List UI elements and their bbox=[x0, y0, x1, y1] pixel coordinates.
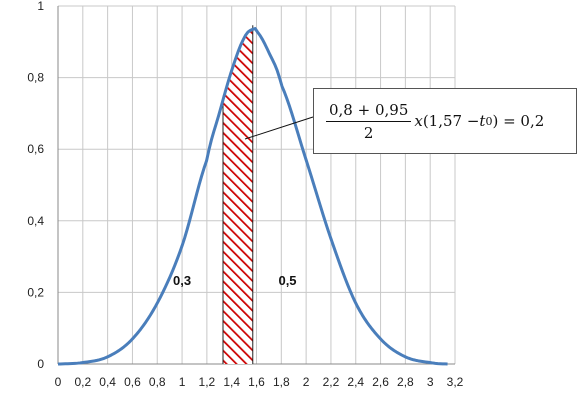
grid bbox=[57, 5, 456, 365]
formula-t: t bbox=[479, 112, 486, 130]
formula-x: x bbox=[414, 112, 423, 130]
x-tick-label: 3,2 bbox=[447, 375, 464, 389]
curve bbox=[57, 27, 448, 366]
x-tick-label: 1 bbox=[179, 375, 186, 389]
y-tick-label: 1 bbox=[37, 0, 44, 13]
y-tick-label: 0,2 bbox=[27, 285, 44, 299]
tick-labels: 0 0,2 0,4 0,6 0,8 1 1,2 1,4 1,6 1,8 2 2,2 2,4 2,6 2,8 3… bbox=[27, 0, 463, 389]
x-tick-label: 0 bbox=[55, 375, 62, 389]
formula-numerator: 0,8 + 0,95 bbox=[326, 101, 412, 122]
formula-denominator: 2 bbox=[363, 123, 374, 142]
x-tick-label: 2,8 bbox=[397, 375, 414, 389]
formula-paren-right: ) = 0,2 bbox=[492, 112, 545, 130]
y-tick-label: 0,4 bbox=[27, 214, 44, 228]
x-tick-label: 0,4 bbox=[99, 375, 116, 389]
x-tick-label: 1,6 bbox=[248, 375, 265, 389]
formula-subscript: 0 bbox=[485, 114, 493, 128]
x-tick-label: 1,8 bbox=[273, 375, 290, 389]
x-tick-label: 2,6 bbox=[372, 375, 389, 389]
callout-line bbox=[244, 116, 314, 140]
x-tick-label: 2 bbox=[303, 375, 310, 389]
x-tick-label: 0,2 bbox=[74, 375, 91, 389]
region-label: 0,3 bbox=[173, 273, 191, 288]
x-tick-label: 2,4 bbox=[347, 375, 364, 389]
density-curve bbox=[57, 27, 448, 366]
x-tick-label: 1,4 bbox=[223, 375, 240, 389]
x-tick-label: 3 bbox=[427, 375, 434, 389]
x-tick-label: 2,2 bbox=[323, 375, 340, 389]
x-tick-label: 0,6 bbox=[124, 375, 141, 389]
x-tick-label: 1,2 bbox=[199, 375, 216, 389]
shaded-region bbox=[223, 29, 253, 365]
y-tick-label: 0,8 bbox=[27, 71, 44, 85]
shaded-area bbox=[222, 25, 254, 365]
x-tick-label: 0,8 bbox=[149, 375, 166, 389]
region-labels: 0,3 0,5 bbox=[173, 273, 297, 288]
y-tick-label: 0 bbox=[37, 357, 44, 371]
formula-fraction: 0,8 + 0,95 2 bbox=[326, 101, 412, 142]
y-tick-label: 0,6 bbox=[27, 142, 44, 156]
region-label: 0,5 bbox=[278, 273, 296, 288]
formula-paren-left: (1,57 − bbox=[422, 112, 480, 130]
